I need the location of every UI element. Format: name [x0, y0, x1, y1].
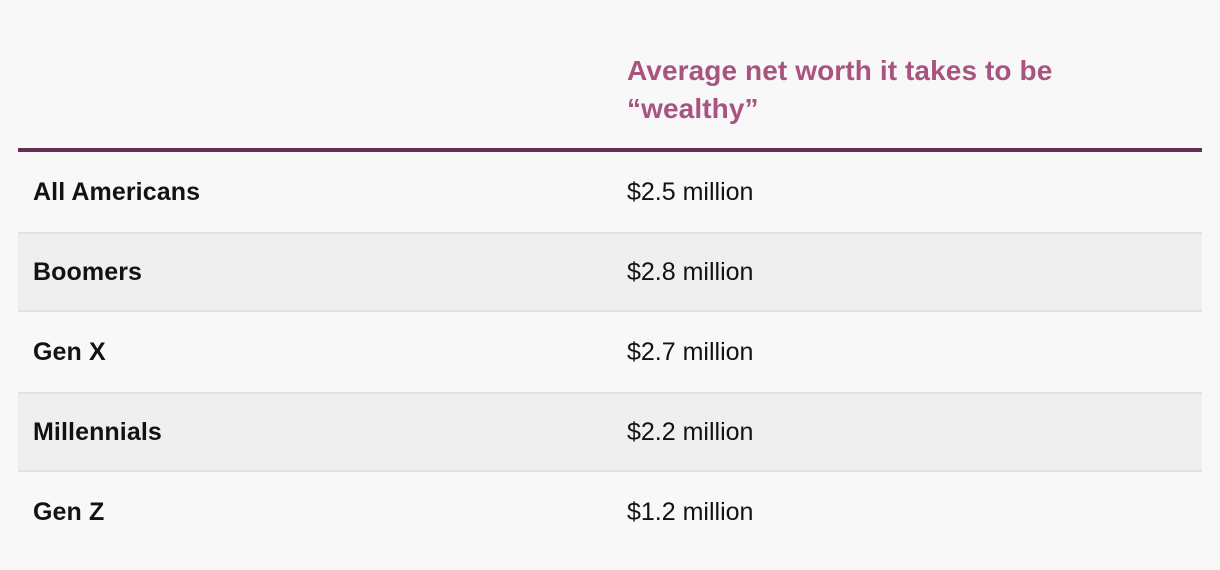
row-value: $2.2 million: [627, 417, 754, 446]
row-value: $1.2 million: [627, 497, 754, 526]
row-value: $2.5 million: [627, 177, 754, 206]
row-label: Boomers: [33, 257, 143, 286]
net-worth-table: Average net worth it takes to be “wealth…: [18, 0, 1202, 552]
table-header-row: Average net worth it takes to be “wealth…: [18, 0, 1202, 152]
row-label: Gen Z: [33, 497, 105, 526]
row-label: Gen X: [33, 337, 106, 366]
table-row-gen-z: Gen Z $1.2 million: [18, 472, 1202, 552]
table-row-all-americans: All Americans $2.5 million: [18, 152, 1202, 232]
table-header-value-cell: Average net worth it takes to be “wealth…: [627, 52, 1202, 128]
table-row-boomers: Boomers $2.8 million: [18, 232, 1202, 312]
value-column-header: Average net worth it takes to be “wealth…: [627, 55, 1053, 124]
table-row-millennials: Millennials $2.2 million: [18, 392, 1202, 472]
row-value: $2.7 million: [627, 337, 754, 366]
table-row-gen-x: Gen X $2.7 million: [18, 312, 1202, 392]
row-label: All Americans: [33, 177, 201, 206]
row-value: $2.8 million: [627, 257, 754, 286]
row-label: Millennials: [33, 417, 162, 446]
table-header-category-cell: [18, 52, 627, 128]
